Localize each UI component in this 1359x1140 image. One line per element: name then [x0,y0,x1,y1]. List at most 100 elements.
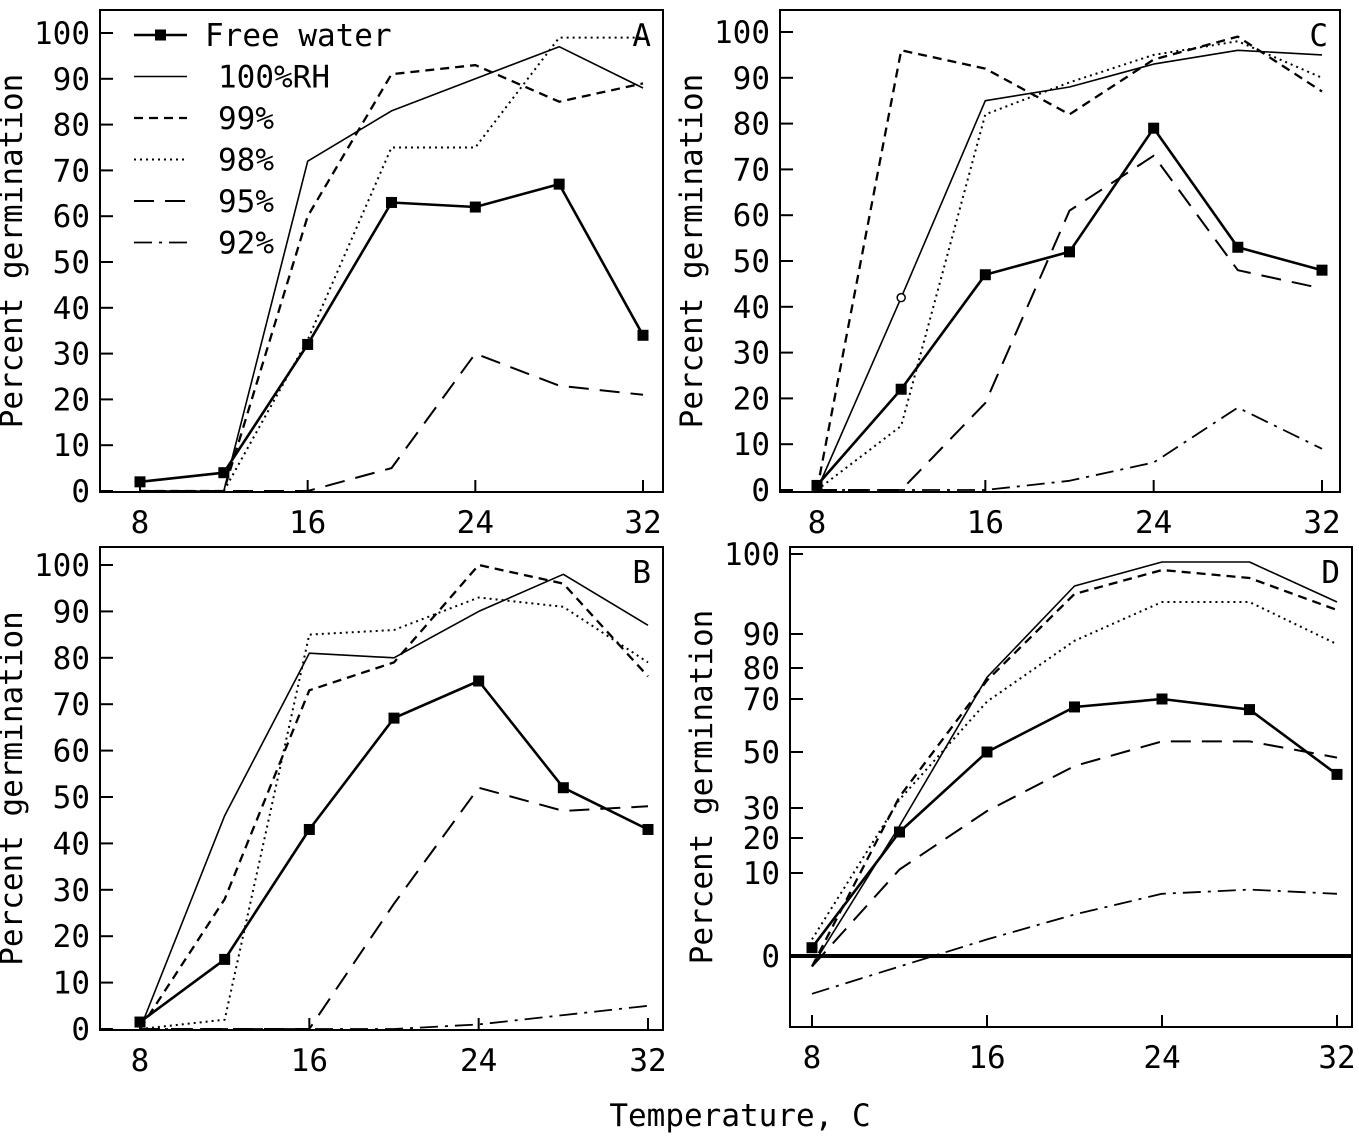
series-line-dotted [816,40,1323,491]
data-point-marker [981,746,993,758]
y-tick-label: 40 [53,826,90,862]
y-tick-label: 90 [53,62,90,98]
panel-label: D [1321,555,1340,591]
series-line-free [139,679,649,1024]
y-tick-label: 50 [733,244,770,280]
data-point-marker [473,675,485,687]
y-tick-label: 50 [53,245,90,281]
x-tick-label: 32 [624,505,661,541]
panel-c: 0 10 20 30 40 50 60 70 80 90 100 8 16 24 32 Percent ger… [674,9,1341,541]
plot-frame [779,9,1341,493]
series-line-dotted [139,596,649,1030]
x-tick-label: 8 [131,1043,150,1079]
y-tick-label: 0 [761,939,780,975]
y-tick-label: 80 [53,108,90,144]
y-tick-label: 0 [751,473,770,509]
series-line-dotted [140,36,643,492]
legend-entry-label: 99% [218,101,274,137]
panel-b: 0 10 20 30 40 50 60 70 80 90 100 8 16 24 32 Percent ger… [0,546,667,1079]
y-tick-label: 60 [53,199,90,235]
legend: Free water 100%RH 99% 98% 95% 92% [134,18,392,262]
series-line-dashdot [140,1004,649,1030]
y-tick-label: 10 [743,856,780,892]
series-line-solid [811,561,1338,967]
y-tick-label: 0 [71,474,90,510]
y-tick-label: 30 [743,791,780,827]
y-tick-label: 30 [53,873,90,909]
series-line-free [816,126,1323,487]
legend-entry-label: 100%RH [218,60,330,96]
y-axis-label: Percent germination [674,74,710,429]
series-line-longdash [811,740,1338,968]
y-tick-label: 100 [34,548,90,584]
y-tick-label: 100 [714,15,770,51]
series-line-solid [139,573,649,1030]
y-tick-label: 20 [733,381,770,417]
series-line-shortdash [139,563,649,1030]
x-tick-label: 8 [131,505,150,541]
data-point-marker [303,823,315,835]
y-tick-label: 20 [53,382,90,418]
x-tick-label: 24 [1135,505,1172,541]
data-point-marker [642,823,654,835]
legend-marker [155,29,166,41]
data-point-marker [1156,693,1168,705]
y-tick-label: 50 [53,780,90,816]
y-tick-label: 10 [53,428,90,464]
series-line-dashdot [811,888,1338,995]
panel-label: B [632,555,651,591]
y-tick-label: 100 [724,537,780,573]
y-tick-label: 20 [53,919,90,955]
y-tick-label: 60 [733,198,770,234]
series-line-dashdot [817,406,1323,491]
legend-entry-label: 92% [218,226,274,262]
data-point-marker [134,1016,146,1028]
series-line-shortdash [810,568,1338,968]
y-tick-label: 40 [733,290,770,326]
x-tick-label: 32 [1303,505,1340,541]
data-point-marker [637,329,649,341]
data-point-marker [386,196,397,208]
y-tick-label: 80 [733,107,770,143]
panel-label: A [632,18,651,54]
series-line-free [810,697,1338,949]
series-line-shortdash [140,63,644,493]
y-tick-label: 70 [53,687,90,723]
data-point-marker [894,826,905,838]
x-axis-label: Temperature, C [609,1098,870,1134]
data-point-marker [1232,241,1244,253]
data-point-marker [1331,768,1343,780]
x-tick-label: 24 [460,1043,497,1079]
y-tick-label: 100 [34,16,90,52]
data-point-marker [218,467,230,479]
x-tick-label: 16 [967,505,1004,541]
y-tick-label: 90 [53,594,90,630]
y-tick-label: 90 [743,617,780,653]
y-tick-label: 0 [71,1012,90,1048]
x-tick-label: 16 [968,1040,1005,1076]
data-point-marker [979,269,991,281]
x-tick-label: 24 [457,505,494,541]
x-tick-label: 32 [629,1043,666,1079]
series-line-longdash [140,352,644,492]
data-point-marker [895,383,907,395]
data-point-marker [557,782,569,794]
y-axis-label: Percent germination [0,74,30,429]
legend-entry-label: Free water [205,18,392,54]
y-tick-label: 90 [733,61,770,97]
plot-frame [99,546,664,1031]
data-point-marker [388,712,400,724]
plot-frame [789,546,1353,1028]
series-line-shortdash [815,35,1323,491]
data-point-marker [134,476,146,488]
x-tick-label: 24 [1143,1040,1180,1076]
legend-entry-label: 95% [218,184,274,220]
y-tick-label: 70 [733,152,770,188]
panel-a: 0 10 20 30 40 50 60 70 80 90 100 8 16 24 32 Percent ger… [0,9,664,541]
y-tick-label: 70 [53,153,90,189]
data-point-marker [1244,704,1255,716]
y-axis-label: Percent germination [0,611,30,966]
series-line-solid [816,49,1323,491]
data-point-marker [1148,122,1160,134]
